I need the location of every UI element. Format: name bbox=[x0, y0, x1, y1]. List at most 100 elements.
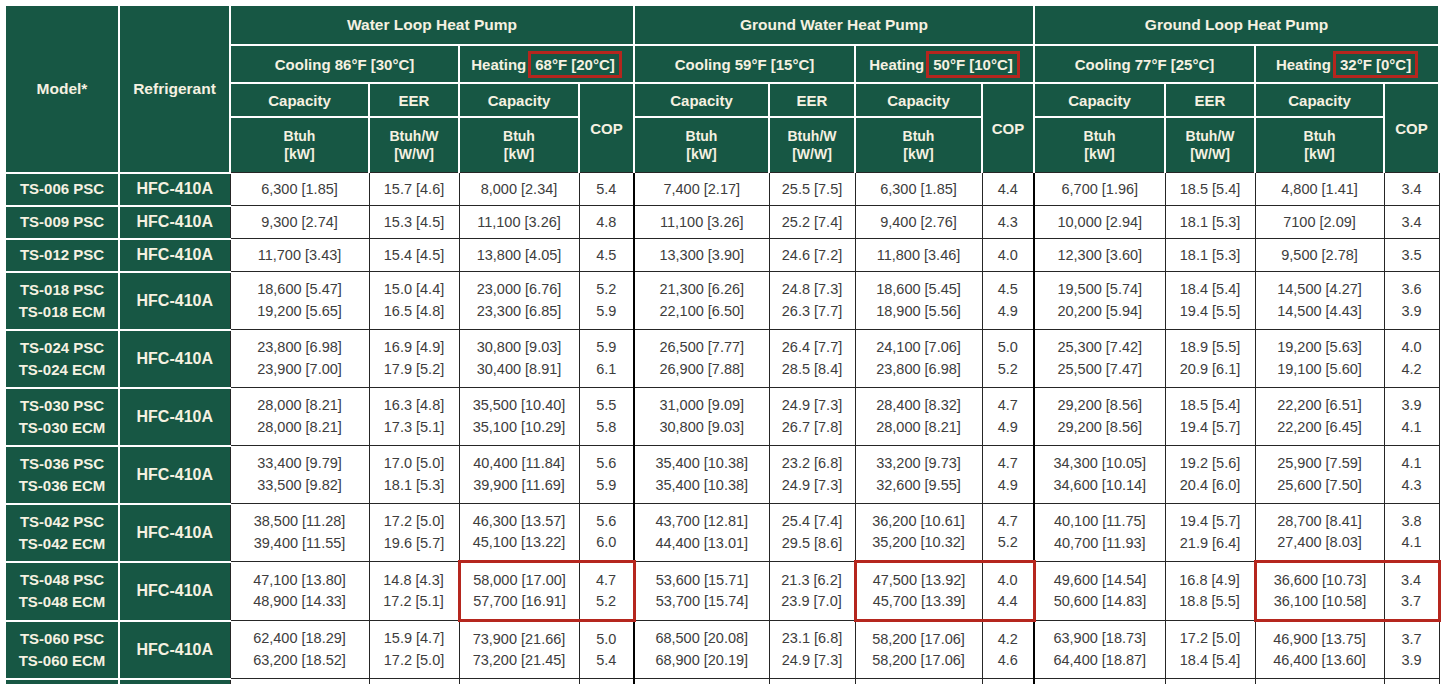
ground-water-cooling-capacity-units: Btuh [kW] bbox=[634, 117, 769, 173]
water-loop-cooling-eer-cell: 15.7 [4.6] bbox=[369, 173, 459, 206]
ground-loop-cooling-eer-cell: 18.9 [5.5]20.9 [6.1] bbox=[1165, 330, 1255, 388]
ground-loop-cop-cell: 3.43.6 bbox=[1384, 679, 1439, 684]
water-loop-heating-capacity-cell: 23,000 [6.76]23,300 [6.85] bbox=[459, 272, 579, 330]
ground-water-heating-capacity-cell: 28,400 [8.32]28,000 [8.21] bbox=[855, 388, 982, 446]
ground-water-cooling-condition: Cooling 59°F [15°C] bbox=[634, 45, 855, 83]
ground-water-cop-cell: 4.74.9 bbox=[982, 446, 1034, 504]
table-body: TS-006 PSCHFC-410A6,300 [1.85]15.7 [4.6]… bbox=[5, 173, 1439, 684]
ground-water-heating-capacity-cell: 18,600 [5.45]18,900 [5.56] bbox=[855, 272, 982, 330]
ground-loop-cop-cell: 3.4 bbox=[1384, 173, 1439, 206]
water-loop-cooling-eer-cell: 14.8 [4.3]17.2 [5.1] bbox=[369, 562, 459, 621]
ground-loop-heating-capacity-cell: 9,500 [2.78] bbox=[1255, 239, 1384, 272]
refrigerant-cell: HFC-410A bbox=[119, 388, 230, 446]
ground-loop-cooling-eer-cell: 18.1 [5.3] bbox=[1165, 239, 1255, 272]
water-loop-cooling-capacity-cell: 18,600 [5.47]19,200 [5.65] bbox=[230, 272, 369, 330]
ground-loop-cooling-capacity-cell: 40,100 [11.75]40,700 [11.93] bbox=[1034, 504, 1165, 562]
ground-water-heating-capacity-cell: 11,800 [3.46] bbox=[855, 239, 982, 272]
ground-loop-cop-cell: 4.14.3 bbox=[1384, 446, 1439, 504]
water-loop-cooling-eer-cell: 15.0 [4.4]16.5 [4.8] bbox=[369, 272, 459, 330]
water-loop-cop-header: COP bbox=[579, 83, 634, 173]
model-cell: TS-006 PSC bbox=[5, 173, 119, 206]
heating-label: Heating bbox=[1276, 56, 1331, 73]
water-loop-cooling-capacity-cell: 11,700 [3.43] bbox=[230, 239, 369, 272]
ground-loop-heating-condition: Heating32°F [0°C] bbox=[1255, 45, 1439, 83]
ground-loop-cooling-eer-cell: 18.5 [5.4]19.4 [5.7] bbox=[1165, 388, 1255, 446]
ground-water-cop-cell: 5.05.2 bbox=[982, 330, 1034, 388]
ground-water-cooling-eer-cell: 25.2 [7.4] bbox=[769, 206, 855, 239]
water-loop-cooling-capacity-cell: 28,000 [8.21]28,000 [8.21] bbox=[230, 388, 369, 446]
ground-loop-cooling-capacity-cell: 63,900 [18.73]64,400 [18.87] bbox=[1034, 621, 1165, 679]
ground-water-heating-capacity-cell: 47,500 [13.92]45,700 [13.39] bbox=[855, 562, 982, 621]
ground-loop-heating-capacity-cell: 53,800 [15.77]53,000 [15.53] bbox=[1255, 679, 1384, 684]
ground-loop-heating-capacity-cell: 4,800 [1.41] bbox=[1255, 173, 1384, 206]
water-loop-cooling-capacity-cell: 9,300 [2.74] bbox=[230, 206, 369, 239]
water-loop-cooling-eer-header: EER bbox=[369, 83, 459, 117]
table-row: TS-048 PSCTS-048 ECMHFC-410A47,100 [13.8… bbox=[5, 562, 1439, 621]
page: Model* Refrigerant Water Loop Heat Pump … bbox=[0, 0, 1442, 684]
model-cell: TS-070 PSCTS-070 ECM bbox=[5, 679, 119, 684]
ground-water-cooling-eer-cell: 24.8 [7.3]26.3 [7.7] bbox=[769, 272, 855, 330]
ground-loop-cooling-eer-cell: 16.2 [4.8]17.2 [5.0] bbox=[1165, 679, 1255, 684]
refrigerant-cell: HFC-410A bbox=[119, 679, 230, 684]
ground-water-cop-cell: 4.3 bbox=[982, 206, 1034, 239]
water-loop-cooling-capacity-units: Btuh [kW] bbox=[230, 117, 369, 173]
water-loop-cop-cell: 4.5 bbox=[579, 239, 634, 272]
ground-water-cop-cell: 4.04.1 bbox=[982, 679, 1034, 684]
ground-loop-cop-cell: 3.84.1 bbox=[1384, 504, 1439, 562]
ground-water-cooling-capacity-cell: 13,300 [3.90] bbox=[634, 239, 769, 272]
ground-water-cooling-capacity-cell: 35,400 [10.38]35,400 [10.38] bbox=[634, 446, 769, 504]
heating-label: Heating bbox=[471, 56, 526, 73]
model-cell: TS-030 PSCTS-030 ECM bbox=[5, 388, 119, 446]
ground-loop-heating-capacity-cell: 46,900 [13.75]46,400 [13.60] bbox=[1255, 621, 1384, 679]
ground-loop-heating-capacity-cell: 22,200 [6.51]22,200 [6.45] bbox=[1255, 388, 1384, 446]
table-row: TS-060 PSCTS-060 ECMHFC-410A62,400 [18.2… bbox=[5, 621, 1439, 679]
ground-water-cop-cell: 4.54.9 bbox=[982, 272, 1034, 330]
table-row: TS-024 PSCTS-024 ECMHFC-410A23,800 [6.98… bbox=[5, 330, 1439, 388]
ground-water-heating-capacity-cell: 36,200 [10.61]35,200 [10.32] bbox=[855, 504, 982, 562]
water-loop-heating-condition: Heating68°F [20°C] bbox=[459, 45, 634, 83]
ground-loop-cooling-eer-cell: 18.4 [5.4]19.4 [5.5] bbox=[1165, 272, 1255, 330]
ground-water-cooling-eer-cell: 21.3 [6.2]23.9 [7.0] bbox=[769, 562, 855, 621]
ground-loop-cop-header: COP bbox=[1384, 83, 1439, 173]
ground-water-heating-capacity-cell: 66,100 [19.37]65,200 [19.10] bbox=[855, 679, 982, 684]
ground-water-heating-capacity-header: Capacity bbox=[855, 83, 982, 117]
ground-water-cooling-capacity-cell: 21,300 [6.26]22,100 [6.50] bbox=[634, 272, 769, 330]
water-loop-cooling-eer-cell: 16.3 [4.8]17.3 [5.1] bbox=[369, 388, 459, 446]
refrigerant-cell: HFC-410A bbox=[119, 504, 230, 562]
ground-water-cooling-capacity-cell: 53,600 [15.71]53,700 [15.74] bbox=[634, 562, 769, 621]
ground-water-cooling-capacity-cell: 7,400 [2.17] bbox=[634, 173, 769, 206]
water-loop-heating-capacity-units: Btuh [kW] bbox=[459, 117, 579, 173]
ground-water-cooling-capacity-cell: 43,700 [12.81]44,400 [13.01] bbox=[634, 504, 769, 562]
water-loop-cop-cell: 5.4 bbox=[579, 173, 634, 206]
ground-water-cooling-eer-cell: 21.1 [6.2]23.0 [6.7] bbox=[769, 679, 855, 684]
model-column-header: Model* bbox=[5, 5, 119, 173]
model-cell: TS-009 PSC bbox=[5, 206, 119, 239]
group-header-ground-loop: Ground Loop Heat Pump bbox=[1034, 5, 1439, 45]
water-loop-cooling-capacity-cell: 62,400 [18.29]63,200 [18.52] bbox=[230, 621, 369, 679]
ground-loop-cooling-capacity-cell: 72,900 [20.37]73,000 [21.40] bbox=[1034, 679, 1165, 684]
water-loop-cooling-eer-cell: 17.0 [5.0]18.1 [5.3] bbox=[369, 446, 459, 504]
model-cell: TS-024 PSCTS-024 ECM bbox=[5, 330, 119, 388]
ground-loop-cooling-eer-cell: 19.4 [5.7]21.9 [6.4] bbox=[1165, 504, 1255, 562]
ground-water-cop-cell: 4.24.6 bbox=[982, 621, 1034, 679]
ground-loop-heating-capacity-cell: 19,200 [5.63]19,100 [5.60] bbox=[1255, 330, 1384, 388]
ground-water-cooling-eer-cell: 23.1 [6.8]24.9 [7.3] bbox=[769, 621, 855, 679]
water-loop-cooling-eer-cell: 15.3 [4.5] bbox=[369, 206, 459, 239]
highlight-box-heating-temp-water-loop: 68°F [20°C] bbox=[528, 51, 622, 78]
refrigerant-cell: HFC-410A bbox=[119, 173, 230, 206]
ground-loop-heating-capacity-header: Capacity bbox=[1255, 83, 1384, 117]
ground-water-cooling-eer-cell: 26.4 [7.7]28.5 [8.4] bbox=[769, 330, 855, 388]
ground-loop-cop-cell: 3.63.9 bbox=[1384, 272, 1439, 330]
heating-label: Heating bbox=[869, 56, 924, 73]
ground-water-heating-capacity-cell: 6,300 [1.85] bbox=[855, 173, 982, 206]
water-loop-cop-cell: 4.75.2 bbox=[579, 562, 634, 621]
table-row: TS-012 PSCHFC-410A11,700 [3.43]15.4 [4.5… bbox=[5, 239, 1439, 272]
ground-loop-cooling-capacity-cell: 6,700 [1.96] bbox=[1034, 173, 1165, 206]
refrigerant-cell: HFC-410A bbox=[119, 562, 230, 621]
water-loop-cooling-capacity-cell: 38,500 [11.28]39,400 [11.55] bbox=[230, 504, 369, 562]
ground-loop-cooling-eer-cell: 16.8 [4.9]18.8 [5.5] bbox=[1165, 562, 1255, 621]
refrigerant-cell: HFC-410A bbox=[119, 330, 230, 388]
ground-loop-cop-cell: 3.5 bbox=[1384, 239, 1439, 272]
highlight-box-heating-temp-ground-loop: 32°F [0°C] bbox=[1333, 51, 1418, 78]
model-cell: TS-060 PSCTS-060 ECM bbox=[5, 621, 119, 679]
